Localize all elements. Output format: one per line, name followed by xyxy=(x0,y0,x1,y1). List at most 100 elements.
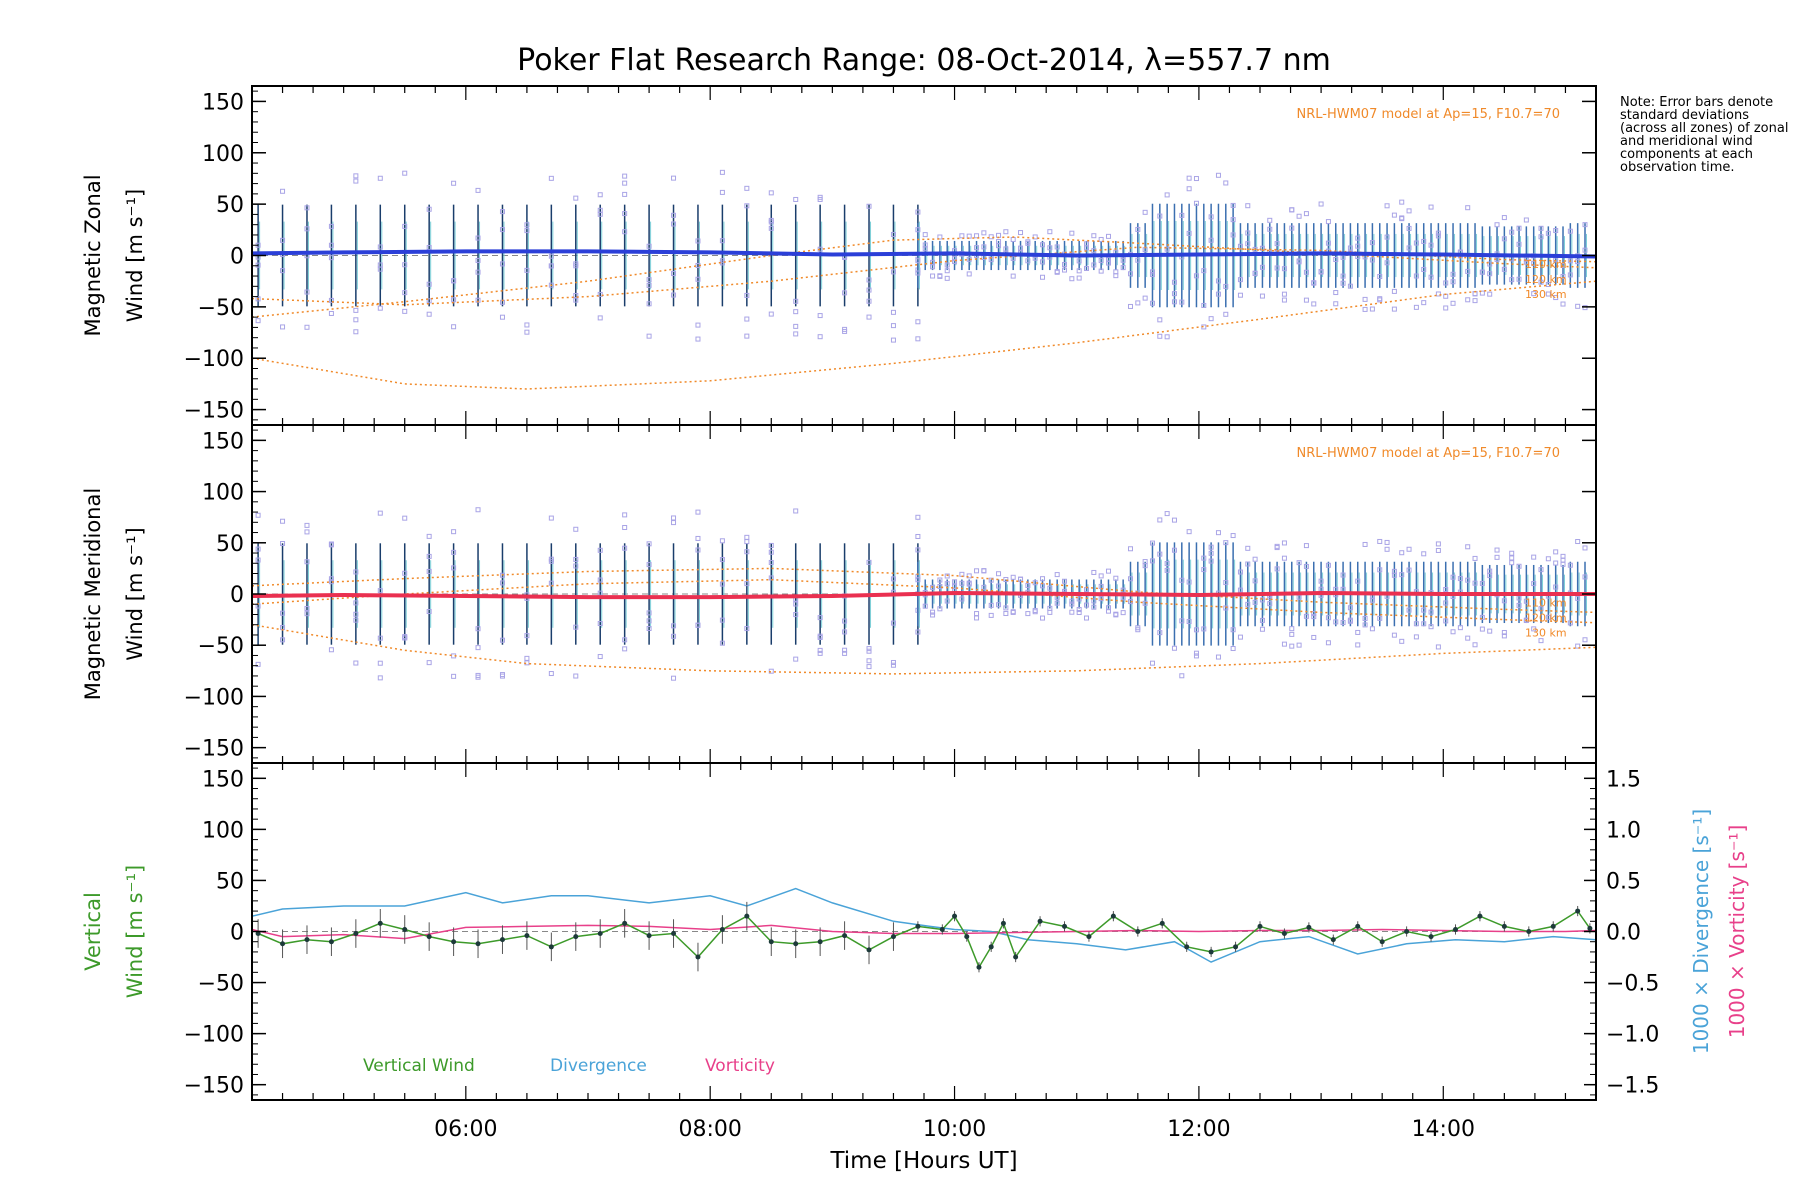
obs-point xyxy=(1267,601,1273,607)
obs-point xyxy=(1267,217,1273,223)
obs-point xyxy=(671,212,677,218)
vertical-wind-point xyxy=(976,964,982,970)
obs-point xyxy=(1311,611,1317,617)
vertical-wind-point xyxy=(377,920,383,926)
obs-point xyxy=(1179,577,1185,583)
vertical-wind-point xyxy=(1428,934,1434,940)
obs-point xyxy=(1230,627,1236,633)
obs-point xyxy=(1311,280,1317,286)
obs-point xyxy=(1384,539,1390,545)
y-tick-label: −50 xyxy=(198,972,244,997)
obs-point xyxy=(1399,215,1405,221)
obs-point xyxy=(1076,596,1082,602)
vertical-wind-point xyxy=(280,941,286,947)
y-axis-label: Wind [m s⁻¹] xyxy=(123,527,147,660)
obs-point xyxy=(1325,240,1331,246)
model-height-label: 120 km xyxy=(1525,273,1567,286)
y-tick-label: 150 xyxy=(202,429,244,454)
obs-point xyxy=(1575,303,1581,309)
y2-tick-label: 0.5 xyxy=(1606,869,1641,894)
obs-point xyxy=(1531,291,1537,297)
obs-point xyxy=(1157,213,1163,219)
obs-point xyxy=(817,635,823,641)
obs-point xyxy=(922,246,928,252)
obs-point xyxy=(1531,626,1537,632)
obs-point xyxy=(402,170,408,176)
obs-point xyxy=(988,234,994,240)
obs-point xyxy=(1362,616,1368,622)
obs-point xyxy=(1399,550,1405,556)
obs-point xyxy=(944,275,950,281)
obs-point xyxy=(1201,268,1207,274)
obs-point xyxy=(353,173,359,179)
obs-point xyxy=(1582,305,1588,311)
obs-point xyxy=(377,588,383,594)
obs-point xyxy=(1040,274,1046,280)
obs-point xyxy=(1399,572,1405,578)
vertical-wind-point xyxy=(1037,918,1043,924)
obs-point xyxy=(842,650,848,656)
obs-point xyxy=(1201,555,1207,561)
obs-point xyxy=(524,322,530,328)
obs-point xyxy=(744,626,750,632)
vertical-wind-point xyxy=(499,937,505,943)
obs-point xyxy=(1472,555,1478,561)
obs-point xyxy=(719,538,725,544)
obs-point xyxy=(1545,291,1551,297)
obs-point xyxy=(377,266,383,272)
obs-point xyxy=(974,568,980,574)
vertical-wind-point xyxy=(304,937,310,943)
obs-point xyxy=(996,602,1002,608)
obs-point xyxy=(1105,608,1111,614)
vertical-wind-point xyxy=(255,931,261,937)
obs-point xyxy=(1347,283,1353,289)
obs-point xyxy=(1025,258,1031,264)
obs-point xyxy=(573,263,579,269)
obs-point xyxy=(646,301,652,307)
obs-point xyxy=(255,661,261,667)
y-axis-label: Wind [m s⁻¹] xyxy=(123,189,147,322)
obs-point xyxy=(353,617,359,623)
obs-point xyxy=(1215,291,1221,297)
obs-point xyxy=(499,672,505,678)
obs-point xyxy=(1149,558,1155,564)
obs-point xyxy=(1281,641,1287,647)
obs-point xyxy=(1435,541,1441,547)
obs-point xyxy=(671,623,677,629)
obs-point xyxy=(304,205,310,211)
obs-point xyxy=(1281,555,1287,561)
model-curve xyxy=(251,280,1597,390)
obs-point xyxy=(1553,228,1559,234)
obs-point xyxy=(1465,635,1471,641)
obs-point xyxy=(1303,269,1309,275)
obs-point xyxy=(1230,202,1236,208)
obs-point xyxy=(996,571,1002,577)
obs-point xyxy=(255,262,261,268)
panel-zonal: NRL-HWM07 model at Ap=15, F10.7=70 110 km… xyxy=(81,85,1597,426)
legend-vorticity: Vorticity xyxy=(705,1056,775,1076)
obs-point xyxy=(1487,291,1493,297)
obs-point xyxy=(1377,567,1383,573)
vertical-wind-point xyxy=(597,931,603,937)
obs-point xyxy=(597,192,603,198)
obs-point xyxy=(768,190,774,196)
obs-point xyxy=(1281,540,1287,546)
obs-point xyxy=(1435,230,1441,236)
obs-point xyxy=(426,245,432,251)
series-line xyxy=(251,590,1596,600)
vertical-wind-point xyxy=(988,944,994,950)
obs-point xyxy=(426,206,432,212)
obs-point xyxy=(548,580,554,586)
obs-point xyxy=(974,611,980,617)
obs-point xyxy=(280,237,286,243)
obs-point xyxy=(1362,306,1368,312)
obs-point xyxy=(1479,614,1485,620)
obs-point xyxy=(719,258,725,264)
obs-point xyxy=(1406,567,1412,573)
obs-point xyxy=(1223,580,1229,586)
x-tick-label: 08:00 xyxy=(678,1117,741,1142)
obs-point xyxy=(866,203,872,209)
vertical-wind-point xyxy=(451,939,457,945)
obs-point xyxy=(817,647,823,653)
obs-point xyxy=(671,633,677,639)
